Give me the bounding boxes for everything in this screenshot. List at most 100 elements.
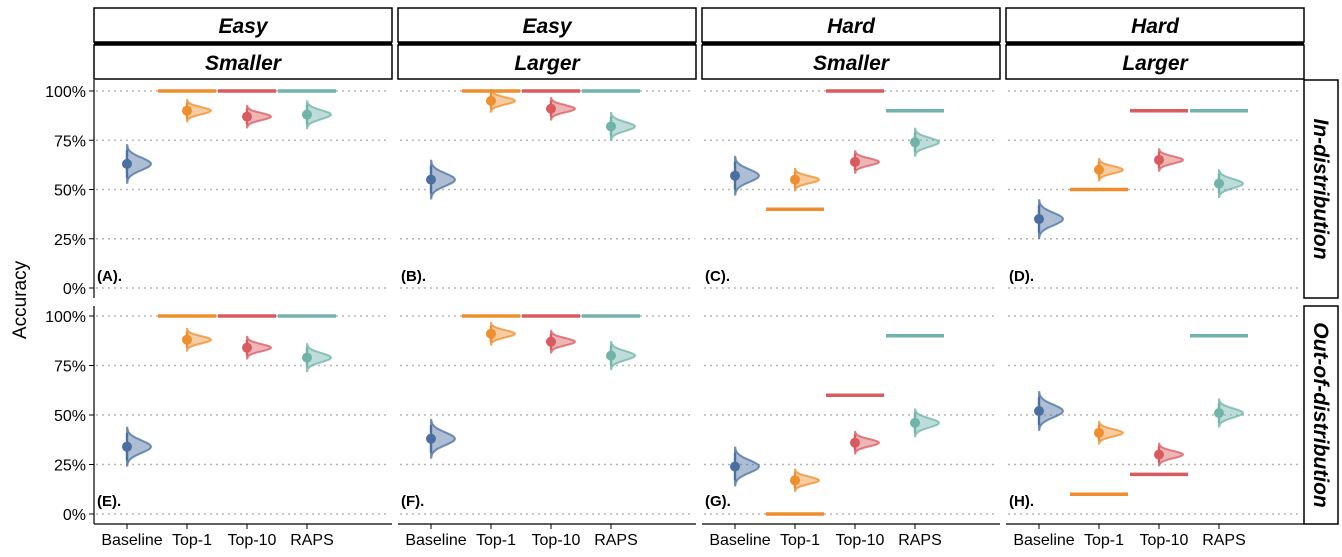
mean-point-raps — [302, 109, 312, 120]
plot-panels: (A). (B). (C). (D). (E). (F). (G). (H). — [96, 89, 1302, 516]
distribution-baseline — [126, 426, 153, 467]
distribution-top-10 — [246, 335, 273, 360]
mean-point-top-1 — [486, 95, 496, 106]
x-tick-label: RAPS — [1202, 532, 1246, 549]
panel: (D). — [1008, 90, 1302, 289]
distribution-top-1 — [186, 328, 213, 352]
distribution-raps — [914, 408, 941, 438]
strip-label-difficulty: Easy — [522, 15, 572, 38]
x-tick-label: Top-10 — [836, 532, 885, 549]
distribution-baseline — [1038, 391, 1065, 431]
mean-point-top-10 — [1154, 449, 1164, 460]
y-tick-label: 25% — [54, 458, 86, 475]
strip-label-distribution: Out-of-distribution — [1309, 322, 1332, 507]
mean-point-top-1 — [790, 174, 800, 185]
distribution-baseline — [430, 159, 457, 200]
distribution-top-1 — [1098, 158, 1125, 182]
facet-strips: Easy Smaller Easy Larger Hard Smaller Hard Larg… — [93, 7, 1339, 525]
mean-point-raps — [1214, 178, 1224, 189]
panel-label: (D). — [1009, 268, 1034, 285]
y-tick-label: 100% — [45, 309, 86, 326]
mean-point-baseline — [122, 158, 132, 169]
distribution-baseline — [430, 418, 457, 459]
distribution-raps — [306, 100, 333, 130]
strip-label-distribution: In-distribution — [1309, 118, 1332, 259]
strip-box-bottom — [1005, 44, 1305, 80]
x-tick-label: Top-1 — [1084, 532, 1124, 549]
distribution-top-10 — [550, 97, 577, 121]
x-tick-label: RAPS — [594, 532, 638, 549]
distribution-baseline — [126, 144, 153, 184]
panel: (H). — [1008, 315, 1302, 515]
mean-point-baseline — [122, 441, 132, 452]
x-tick-label: Top-10 — [228, 532, 277, 549]
axes: 0% 25% 50% 75% 100% 0% 25% 50% 75% 100% Baseline To… — [45, 80, 1304, 549]
y-tick-label: 0% — [63, 281, 86, 298]
distribution-top-10 — [246, 104, 273, 129]
distribution-raps — [610, 341, 637, 371]
distribution-baseline — [734, 446, 761, 487]
panel-label: (E). — [97, 493, 121, 510]
mean-point-top-1 — [790, 475, 800, 486]
x-tick-label: RAPS — [898, 532, 942, 549]
distribution-raps — [1218, 398, 1245, 428]
mean-point-raps — [606, 121, 616, 132]
y-tick-label: 75% — [54, 133, 86, 150]
y-tick-label: 25% — [54, 232, 86, 249]
x-tick-label: RAPS — [290, 532, 334, 549]
mean-point-top-1 — [1094, 164, 1104, 175]
y-tick-label: 50% — [54, 408, 86, 425]
mean-point-baseline — [1034, 214, 1044, 225]
mean-point-raps — [1214, 408, 1224, 419]
strip-box-row — [1303, 305, 1339, 525]
mean-point-baseline — [730, 170, 740, 181]
mean-point-top-10 — [1154, 154, 1164, 165]
panel-label: (H). — [1009, 493, 1034, 510]
distribution-raps — [1218, 169, 1245, 198]
mean-point-baseline — [1034, 406, 1044, 417]
strip-label-difficulty: Hard — [827, 15, 876, 38]
mean-point-top-1 — [182, 105, 192, 116]
x-tick-label: Top-10 — [1140, 532, 1189, 549]
distribution-raps — [306, 343, 333, 373]
y-tick-label: 100% — [45, 84, 86, 101]
panel-label: (C). — [705, 268, 730, 285]
panel-label: (B). — [401, 268, 426, 285]
x-tick-label: Top-1 — [172, 532, 212, 549]
x-tick-label: Baseline — [101, 532, 162, 549]
strip-box-top — [1005, 7, 1305, 43]
mean-point-top-10 — [242, 111, 252, 122]
distribution-top-10 — [854, 150, 881, 174]
y-tick-label: 75% — [54, 359, 86, 376]
mean-point-top-10 — [242, 342, 252, 353]
mean-point-baseline — [426, 174, 436, 185]
mean-point-baseline — [426, 433, 436, 444]
strip-label-model-size: Larger — [514, 52, 581, 75]
mean-point-top-10 — [850, 437, 860, 448]
distribution-top-10 — [1158, 442, 1185, 467]
panel: (B). — [400, 89, 694, 289]
distribution-top-1 — [794, 468, 821, 493]
distribution-top-10 — [550, 329, 577, 354]
distribution-raps — [914, 127, 941, 157]
x-tick-label: Baseline — [405, 532, 466, 549]
distribution-top-10 — [854, 430, 881, 455]
strip-box-row — [1303, 79, 1339, 299]
panel: (F). — [400, 314, 694, 515]
distribution-top-1 — [490, 322, 517, 346]
strip-box-top — [93, 7, 393, 43]
strip-box-bottom — [701, 44, 1001, 80]
panel: (A). — [96, 89, 390, 289]
x-tick-label: Top-1 — [476, 532, 516, 549]
strip-box-bottom — [397, 44, 697, 80]
panel: (G). — [704, 315, 998, 516]
mean-point-raps — [606, 350, 616, 361]
distribution-baseline — [734, 155, 761, 196]
mean-point-top-10 — [546, 103, 556, 114]
panel-label: (G). — [705, 493, 731, 510]
mean-point-top-10 — [546, 336, 556, 347]
y-tick-label: 0% — [63, 507, 86, 524]
panel-label: (F). — [401, 493, 424, 510]
distribution-top-1 — [186, 99, 213, 123]
